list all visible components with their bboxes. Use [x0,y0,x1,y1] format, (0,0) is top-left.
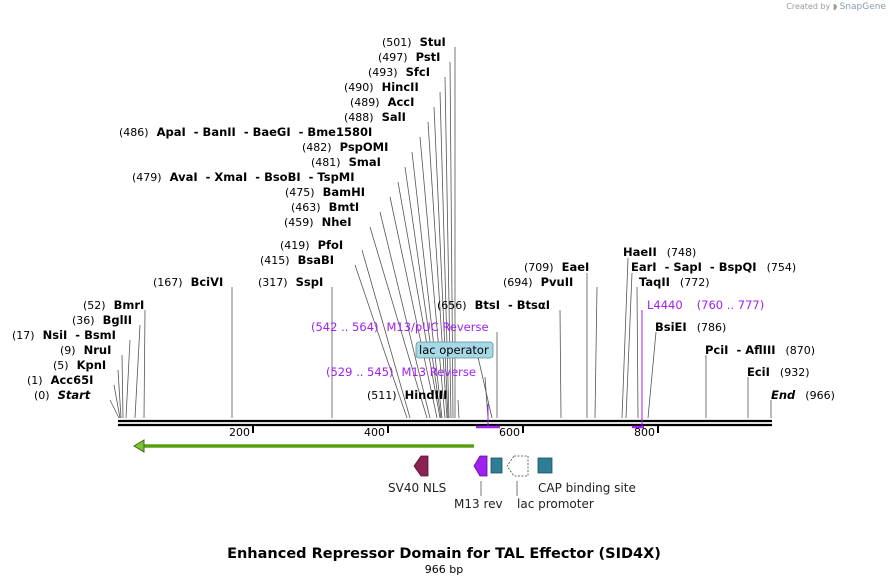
enzyme-label-eaei[interactable]: (709) EaeI [524,260,589,274]
enzyme-label-bmri[interactable]: (52) BmrI [83,298,144,312]
enzyme-label-start[interactable]: (0) Start [34,388,91,402]
enzyme-pos: (501) [382,36,412,49]
snapgene-logo-icon: ◗ [832,2,838,11]
primer-m13-reverse[interactable]: (529 .. 545) M13 Reverse [326,365,476,379]
primer-marks [476,310,644,429]
feature-label-leaders [480,481,518,496]
watermark-brand: SnapGene [839,2,886,12]
enzyme-label-sfci[interactable]: (493) SfcI [368,65,430,79]
orf-arrow[interactable] [133,439,474,453]
enzyme-label-apai-group[interactable]: (486) ApaI - BanII - BaeGI - Bme1580I [119,125,372,139]
map-title: Enhanced Repressor Domain for TAL Effect… [227,546,661,562]
tick-label: 800 [634,426,655,439]
enzyme-label-nrui[interactable]: (9) NruI [60,343,111,357]
enzyme-label-smai[interactable]: (481) SmaI [311,155,381,169]
enzyme-label-btsi-group[interactable]: (656) BtsI - BtsαI [437,298,550,312]
feature-m13-rev-shape[interactable] [473,455,488,477]
enzyme-label-acc65i[interactable]: (1) Acc65I [27,373,93,387]
feature-sv40-nls-shape[interactable] [413,455,429,477]
enzyme-label-hindiii[interactable]: (511) HindIII [367,388,447,402]
tick-label: 400 [364,426,385,439]
enzyme-label-bmti[interactable]: (463) BmtI [291,200,359,214]
feature-lac-operator-box[interactable] [490,457,503,474]
enzyme-label-avai-group[interactable]: (479) AvaI - XmaI - BsoBI - TspMI [132,170,355,184]
feature-cap-site-box[interactable] [537,457,553,474]
feature-cap-site-label: CAP binding site [538,481,636,495]
enzyme-label-nhei[interactable]: (459) NheI [284,215,351,229]
enzyme-label-pfoi[interactable]: (419) PfoI [280,238,343,252]
enzyme-label-end[interactable]: End (966) [771,388,835,402]
enzyme-name: StuI [420,35,446,49]
scale-ticks [252,426,659,433]
enzyme-label-ecii[interactable]: EciI (932) [747,365,810,379]
lac-operator-label: lac operator [419,343,489,357]
enzyme-connector-lines [109,47,772,419]
map-length: 966 bp [425,563,463,576]
dna-backbone [118,419,772,427]
enzyme-label-stui[interactable]: (501) StuI [382,35,446,49]
enzyme-label-taqii[interactable]: TaqII (772) [639,275,710,289]
watermark-prefix: Created by [786,2,831,11]
primer-m13-puc-reverse[interactable]: (542 .. 564) M13/pUC Reverse [311,320,489,334]
feature-m13-rev-label: M13 rev [454,497,503,511]
enzyme-label-kpni[interactable]: (5) KpnI [53,358,106,372]
enzyme-label-acci[interactable]: (489) AccI [350,95,414,109]
enzyme-label-pspomi[interactable]: (482) PspOMI [302,140,388,154]
enzyme-label-bamhi[interactable]: (475) BamHI [285,185,365,199]
enzyme-label-sali[interactable]: (488) SalI [344,110,406,124]
feature-sv40-nls-label: SV40 NLS [388,481,446,495]
enzyme-label-haeii[interactable]: HaeII (748) [623,245,696,259]
feature-lac-promoter-label: lac promoter [517,497,594,511]
enzyme-label-bsiei[interactable]: BsiEI (786) [655,320,726,334]
primer-l4440[interactable]: L4440 (760 .. 777) [647,298,764,312]
tick-label: 600 [499,426,520,439]
feature-lac-promoter-shape[interactable] [506,455,529,477]
enzyme-label-sspi[interactable]: (317) SspI [258,275,323,289]
enzyme-label-bcivi[interactable]: (167) BciVI [153,275,223,289]
lac-operator-box[interactable] [415,341,494,359]
enzyme-label-pvuii[interactable]: (694) PvuII [503,275,573,289]
enzyme-label-psti[interactable]: (497) PstI [378,50,440,64]
enzyme-label-bsabi[interactable]: (415) BsaBI [260,253,334,267]
snapgene-watermark: Created by ◗ SnapGene [786,2,886,12]
enzyme-label-nsii-group[interactable]: (17) NsiI - BsmI [12,328,116,342]
enzyme-label-pcii-group[interactable]: PciI - AflIII (870) [705,343,815,357]
enzyme-label-eari-group[interactable]: EarI - SapI - BspQI (754) [631,260,796,274]
enzyme-label-hincii[interactable]: (490) HincII [344,80,419,94]
enzyme-label-bglii[interactable]: (36) BglII [72,313,132,327]
tick-label: 200 [229,426,250,439]
